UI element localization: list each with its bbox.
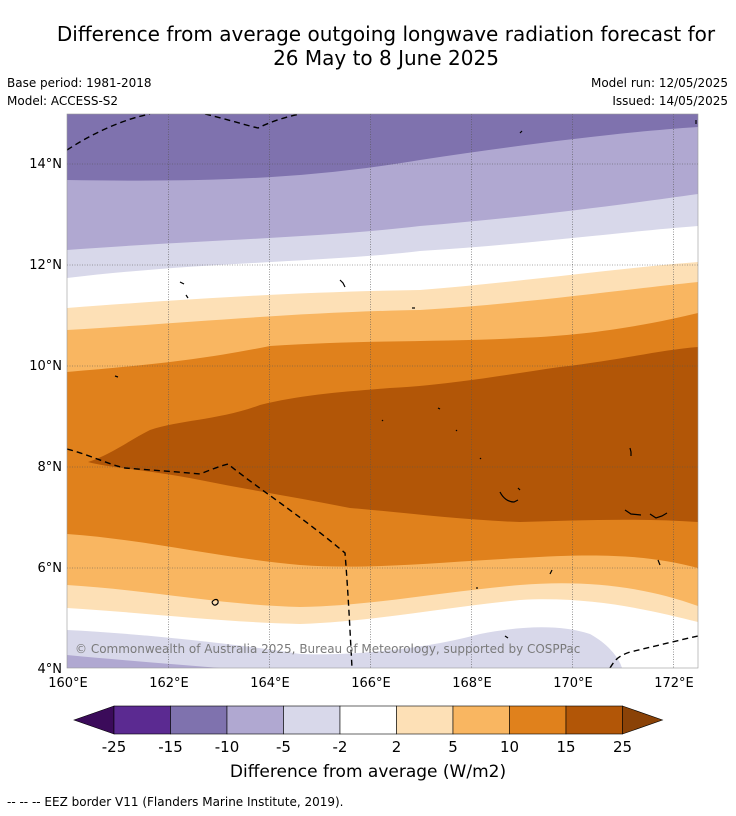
colorbar-swatch [452,705,510,735]
eez-legend: -- -- -- EEZ border V11 (Flanders Marine… [7,795,344,809]
lat-labels: 14°N 12°N 10°N 8°N 6°N 4°N [29,157,62,677]
meta-left: Base period: 1981-2018 Model: ACCESS-S2 [7,74,152,110]
colorbar-tick-label: -15 [158,738,183,756]
model-run: Model run: 12/05/2025 [590,76,728,90]
colorbar-tick-label: -5 [276,738,291,756]
colorbar-swatch [339,705,397,735]
lon-label: 166°E [351,676,391,691]
eez-border [67,114,698,668]
colorbar-swatch [283,705,341,735]
colorbar-tick-label: 10 [500,738,519,756]
lat-label: 6°N [38,561,63,576]
colorbar-swatch [113,705,171,735]
lat-label: 8°N [38,460,63,475]
map-title: Difference from average outgoing longwav… [0,22,736,70]
title-line-1: Difference from average outgoing longwav… [56,22,716,46]
lat-label: 14°N [29,157,62,172]
title-line-2: 26 May to 8 June 2025 [273,46,499,70]
lon-label: 164°E [250,676,290,691]
model-name: Model: ACCESS-S2 [7,94,119,108]
lon-label: 170°E [553,676,593,691]
colorbar-title: Difference from average (W/m2) [229,762,507,782]
colorbar-tick-label: 15 [556,738,575,756]
colorbar-tick-label: 2 [392,738,402,756]
copyright-notice: © Commonwealth of Australia 2025, Bureau… [75,642,580,656]
colorbar-swatch [170,705,228,735]
lat-label: 12°N [29,258,62,273]
lon-label: 168°E [452,676,492,691]
band-neg10-south [67,655,220,668]
meta-right: Model run: 12/05/2025 Issued: 14/05/2025 [591,74,728,110]
lon-label: 160°E [48,676,88,691]
colorbar-swatch [226,705,284,735]
base-period: Base period: 1981-2018 [7,76,152,90]
colorbar-tick-label: -2 [333,738,348,756]
colorbar-swatch [509,705,567,735]
colorbar-tick-label: 25 [613,738,632,756]
band-pos15 [88,347,698,522]
colorbar-swatch [565,705,623,735]
colorbar: -25 -15 -10 -5 -2 2 5 10 15 25 [73,705,664,756]
band-neg5-south [67,627,622,668]
lon-labels: 160°E 162°E 164°E 166°E 168°E 170°E 172°… [48,676,694,691]
colorbar-swatch [396,705,454,735]
lon-label: 172°E [654,676,694,691]
graticule [67,114,698,668]
lon-label: 162°E [149,676,189,691]
islands [114,120,697,639]
issued-date: Issued: 14/05/2025 [612,94,728,108]
lat-label: 4°N [38,662,63,677]
colorbar-tick-label: 5 [448,738,458,756]
colorbar-extend-low [73,705,115,735]
colorbar-tick-label: -10 [215,738,240,756]
colorbar-extend-high [622,705,664,735]
lat-label: 10°N [29,359,62,374]
anomaly-field [67,114,698,668]
map-frame [66,113,699,669]
colorbar-tick-label: -25 [102,738,127,756]
